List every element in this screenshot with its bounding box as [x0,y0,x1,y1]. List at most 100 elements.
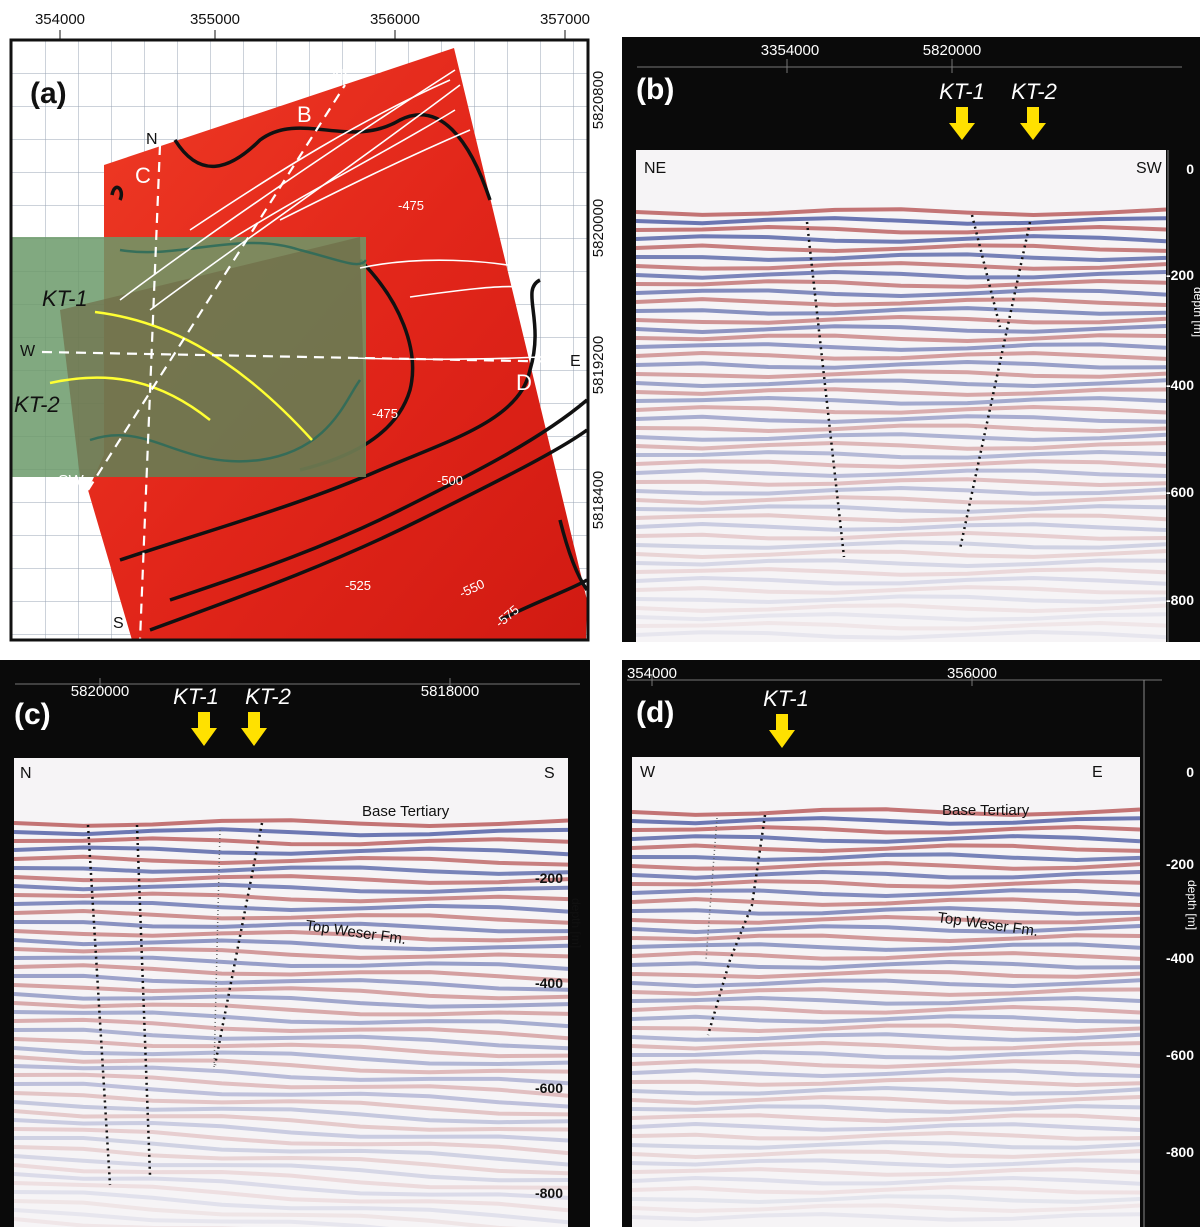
well-arrow-icon [769,714,795,748]
seismic-reflector [13,1154,569,1183]
seismic-reflector [13,920,569,934]
well-paths [49,310,313,441]
seismic-reflector [13,1217,244,1227]
seismic-reflector [635,252,1167,263]
depth-tick: -800 [1166,1144,1194,1160]
seismic-reflector [631,888,1141,899]
seismic-reflector [631,834,1141,844]
seismic-reflector [13,1208,390,1227]
x-axis: 354000 355000 356000 357000 [35,11,590,40]
panel-label: (c) [14,698,51,731]
seismic-reflector [635,432,1167,442]
seismic-reflector [13,1027,569,1051]
seismic-reflector [635,378,1167,389]
seismic-reflector [631,861,1141,871]
depth-tick: -200 [1166,856,1194,872]
fault-interpretation [805,214,1032,558]
well-label: KT-1 [42,286,88,311]
contour-label: -500 [437,473,463,488]
seismic-reflector [13,827,569,838]
seismic-reflector [13,992,569,1009]
x-tick: 354000 [35,11,85,28]
seismic-reflector [635,414,1167,424]
seismic-reflector [13,938,569,952]
well-label: KT-1 [763,686,809,711]
seismic-reflector [13,1091,569,1117]
depth-tick: -200 [1166,267,1194,283]
seismic-reflector [14,1136,569,1167]
seismic-reflector [635,359,1167,370]
seismic-reflector [631,1175,1141,1186]
seismic-reflector [631,1167,1141,1177]
seismic-reflector [635,540,1167,550]
seismic-reflector [631,942,1141,952]
seismic-reflector [631,1014,1141,1024]
seismic-reflector [635,567,1167,577]
seismic-reflector [13,1055,569,1075]
seismic-reflector [13,946,569,960]
seismic-reflector [631,933,1141,944]
x-tick: 357000 [540,11,590,28]
seismic-reflector [631,1149,1141,1160]
profile-end-label: SW [58,473,85,490]
depth-tick: -400 [1166,377,1194,393]
seismic-reflector [635,558,1167,569]
x-tick: 356000 [947,665,997,682]
seismic-reflector [13,891,569,904]
x-tick: 5818000 [421,683,479,700]
fault-traces [119,69,561,361]
seismic-reflector [631,995,1141,1006]
seismic-reflector [631,1158,1141,1169]
seismic-reflector [631,1113,1141,1124]
x-tick: 354000 [627,665,677,682]
seismic-reflector [635,288,1167,299]
seismic-reflector [631,978,1141,989]
well-label: KT-2 [1011,79,1057,104]
seismic-reflector [635,395,1167,406]
seismic-reflector [635,278,1167,289]
x-tick: 5820000 [71,683,129,700]
seismic-section-b [635,150,1167,642]
seismic-reflector [13,1109,569,1132]
contour-lines [110,113,589,632]
panel-b-seismic: 3354000 5820000 (b) KT-1 KT-2 NE SW 0 -2… [622,37,1200,642]
y-tick: 5819200 [590,336,607,394]
seismic-reflector [635,485,1167,496]
seismic-reflector [13,1001,569,1017]
seismic-reflector [631,987,1141,997]
seismic-reflector [635,224,1167,235]
seismic-reflector [635,594,1167,605]
seismic-reflector [635,585,1167,595]
seismic-reflector [635,459,1167,469]
well-arrow-icon [191,712,217,746]
panel-label: (d) [636,696,674,729]
depth-tick: -800 [535,1185,563,1201]
seismic-reflector [635,549,1167,560]
seismic-reflector [631,1194,1141,1205]
seismic-reflector [13,908,569,925]
panel-c-seismic: 5820000 5818000 (c) KT-1 KT-2 N S Base T… [0,660,590,1227]
seismic-reflector [635,387,1167,397]
seismic-reflector [635,468,1167,479]
well-arrow-icon [241,712,267,746]
seismic-reflector [635,324,1167,335]
seismic-reflector [631,1203,1141,1214]
seismic-reflector [13,1199,519,1227]
seismic-reflector [635,620,1167,631]
direction-label: W [640,764,656,781]
seismic-reflector [635,440,1167,451]
y-tick: 5820000 [590,199,607,257]
map-svg: -475 -475 -500 -525 -550 -575 354000 355… [9,11,607,642]
seismic-reflector [13,1163,569,1190]
seismic-reflector [13,1081,569,1109]
seismic-reflector [631,1023,1141,1034]
seismic-reflector [631,950,1141,961]
seismic-reflector [631,869,1141,880]
seismic-reflector [631,924,1141,935]
seismic-reflector [631,1140,1141,1150]
seismic-reflector [631,1040,1141,1051]
seismic-reflector [635,369,1167,380]
depth-tick: -600 [535,1080,563,1096]
fault-interpretation [706,814,767,1036]
seismic-reflector [13,963,569,983]
